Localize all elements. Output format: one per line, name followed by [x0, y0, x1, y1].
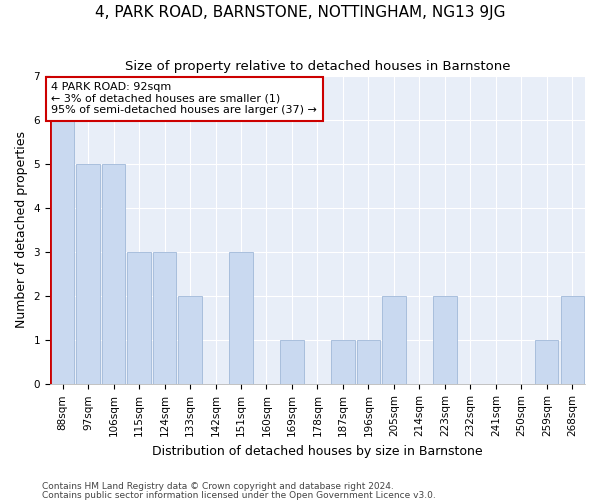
Bar: [433, 296, 457, 384]
X-axis label: Distribution of detached houses by size in Barnstone: Distribution of detached houses by size …: [152, 444, 483, 458]
Bar: [127, 252, 151, 384]
Bar: [382, 296, 406, 384]
Bar: [102, 164, 125, 384]
Bar: [331, 340, 355, 384]
Bar: [560, 296, 584, 384]
Bar: [178, 296, 202, 384]
Y-axis label: Number of detached properties: Number of detached properties: [15, 132, 28, 328]
Bar: [76, 164, 100, 384]
Text: Contains public sector information licensed under the Open Government Licence v3: Contains public sector information licen…: [42, 490, 436, 500]
Bar: [535, 340, 559, 384]
Text: 4, PARK ROAD, BARNSTONE, NOTTINGHAM, NG13 9JG: 4, PARK ROAD, BARNSTONE, NOTTINGHAM, NG1…: [95, 5, 505, 20]
Text: Contains HM Land Registry data © Crown copyright and database right 2024.: Contains HM Land Registry data © Crown c…: [42, 482, 394, 491]
Bar: [356, 340, 380, 384]
Bar: [153, 252, 176, 384]
Bar: [229, 252, 253, 384]
Bar: [51, 120, 74, 384]
Bar: [280, 340, 304, 384]
Text: 4 PARK ROAD: 92sqm
← 3% of detached houses are smaller (1)
95% of semi-detached : 4 PARK ROAD: 92sqm ← 3% of detached hous…: [51, 82, 317, 116]
Title: Size of property relative to detached houses in Barnstone: Size of property relative to detached ho…: [125, 60, 510, 73]
